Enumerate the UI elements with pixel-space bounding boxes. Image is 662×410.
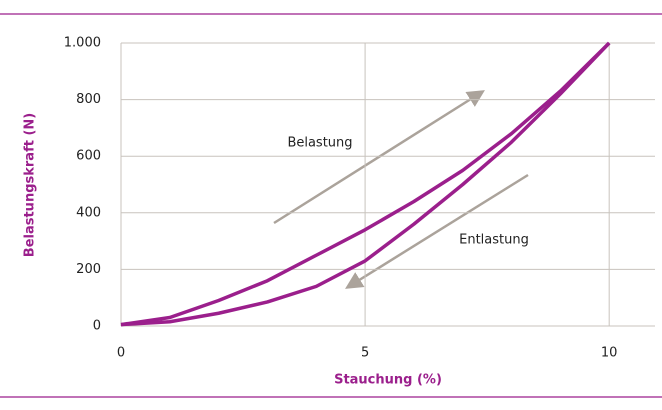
x-tick-label: 10 bbox=[601, 346, 618, 361]
x-axis-title: Stauchung (%) bbox=[334, 373, 442, 388]
x-tick-label: 5 bbox=[361, 346, 369, 361]
data-line bbox=[120, 41, 611, 327]
data-line bbox=[120, 41, 611, 327]
x-tick-label: 0 bbox=[117, 346, 125, 361]
annotation: Entlastung bbox=[459, 233, 529, 248]
unload-arrow bbox=[345, 173, 529, 289]
y-tick-label: 400 bbox=[76, 205, 101, 220]
annotation: Belastung bbox=[287, 136, 352, 151]
y-axis-title: Belastungskraft (N) bbox=[23, 113, 38, 257]
y-tick-label: 800 bbox=[76, 92, 101, 107]
y-tick-label: 200 bbox=[76, 262, 101, 277]
y-tick-label: 0 bbox=[93, 319, 101, 334]
load-arrow bbox=[273, 90, 485, 225]
y-tick-label: 1.000 bbox=[64, 36, 101, 51]
y-tick-label: 600 bbox=[76, 149, 101, 164]
